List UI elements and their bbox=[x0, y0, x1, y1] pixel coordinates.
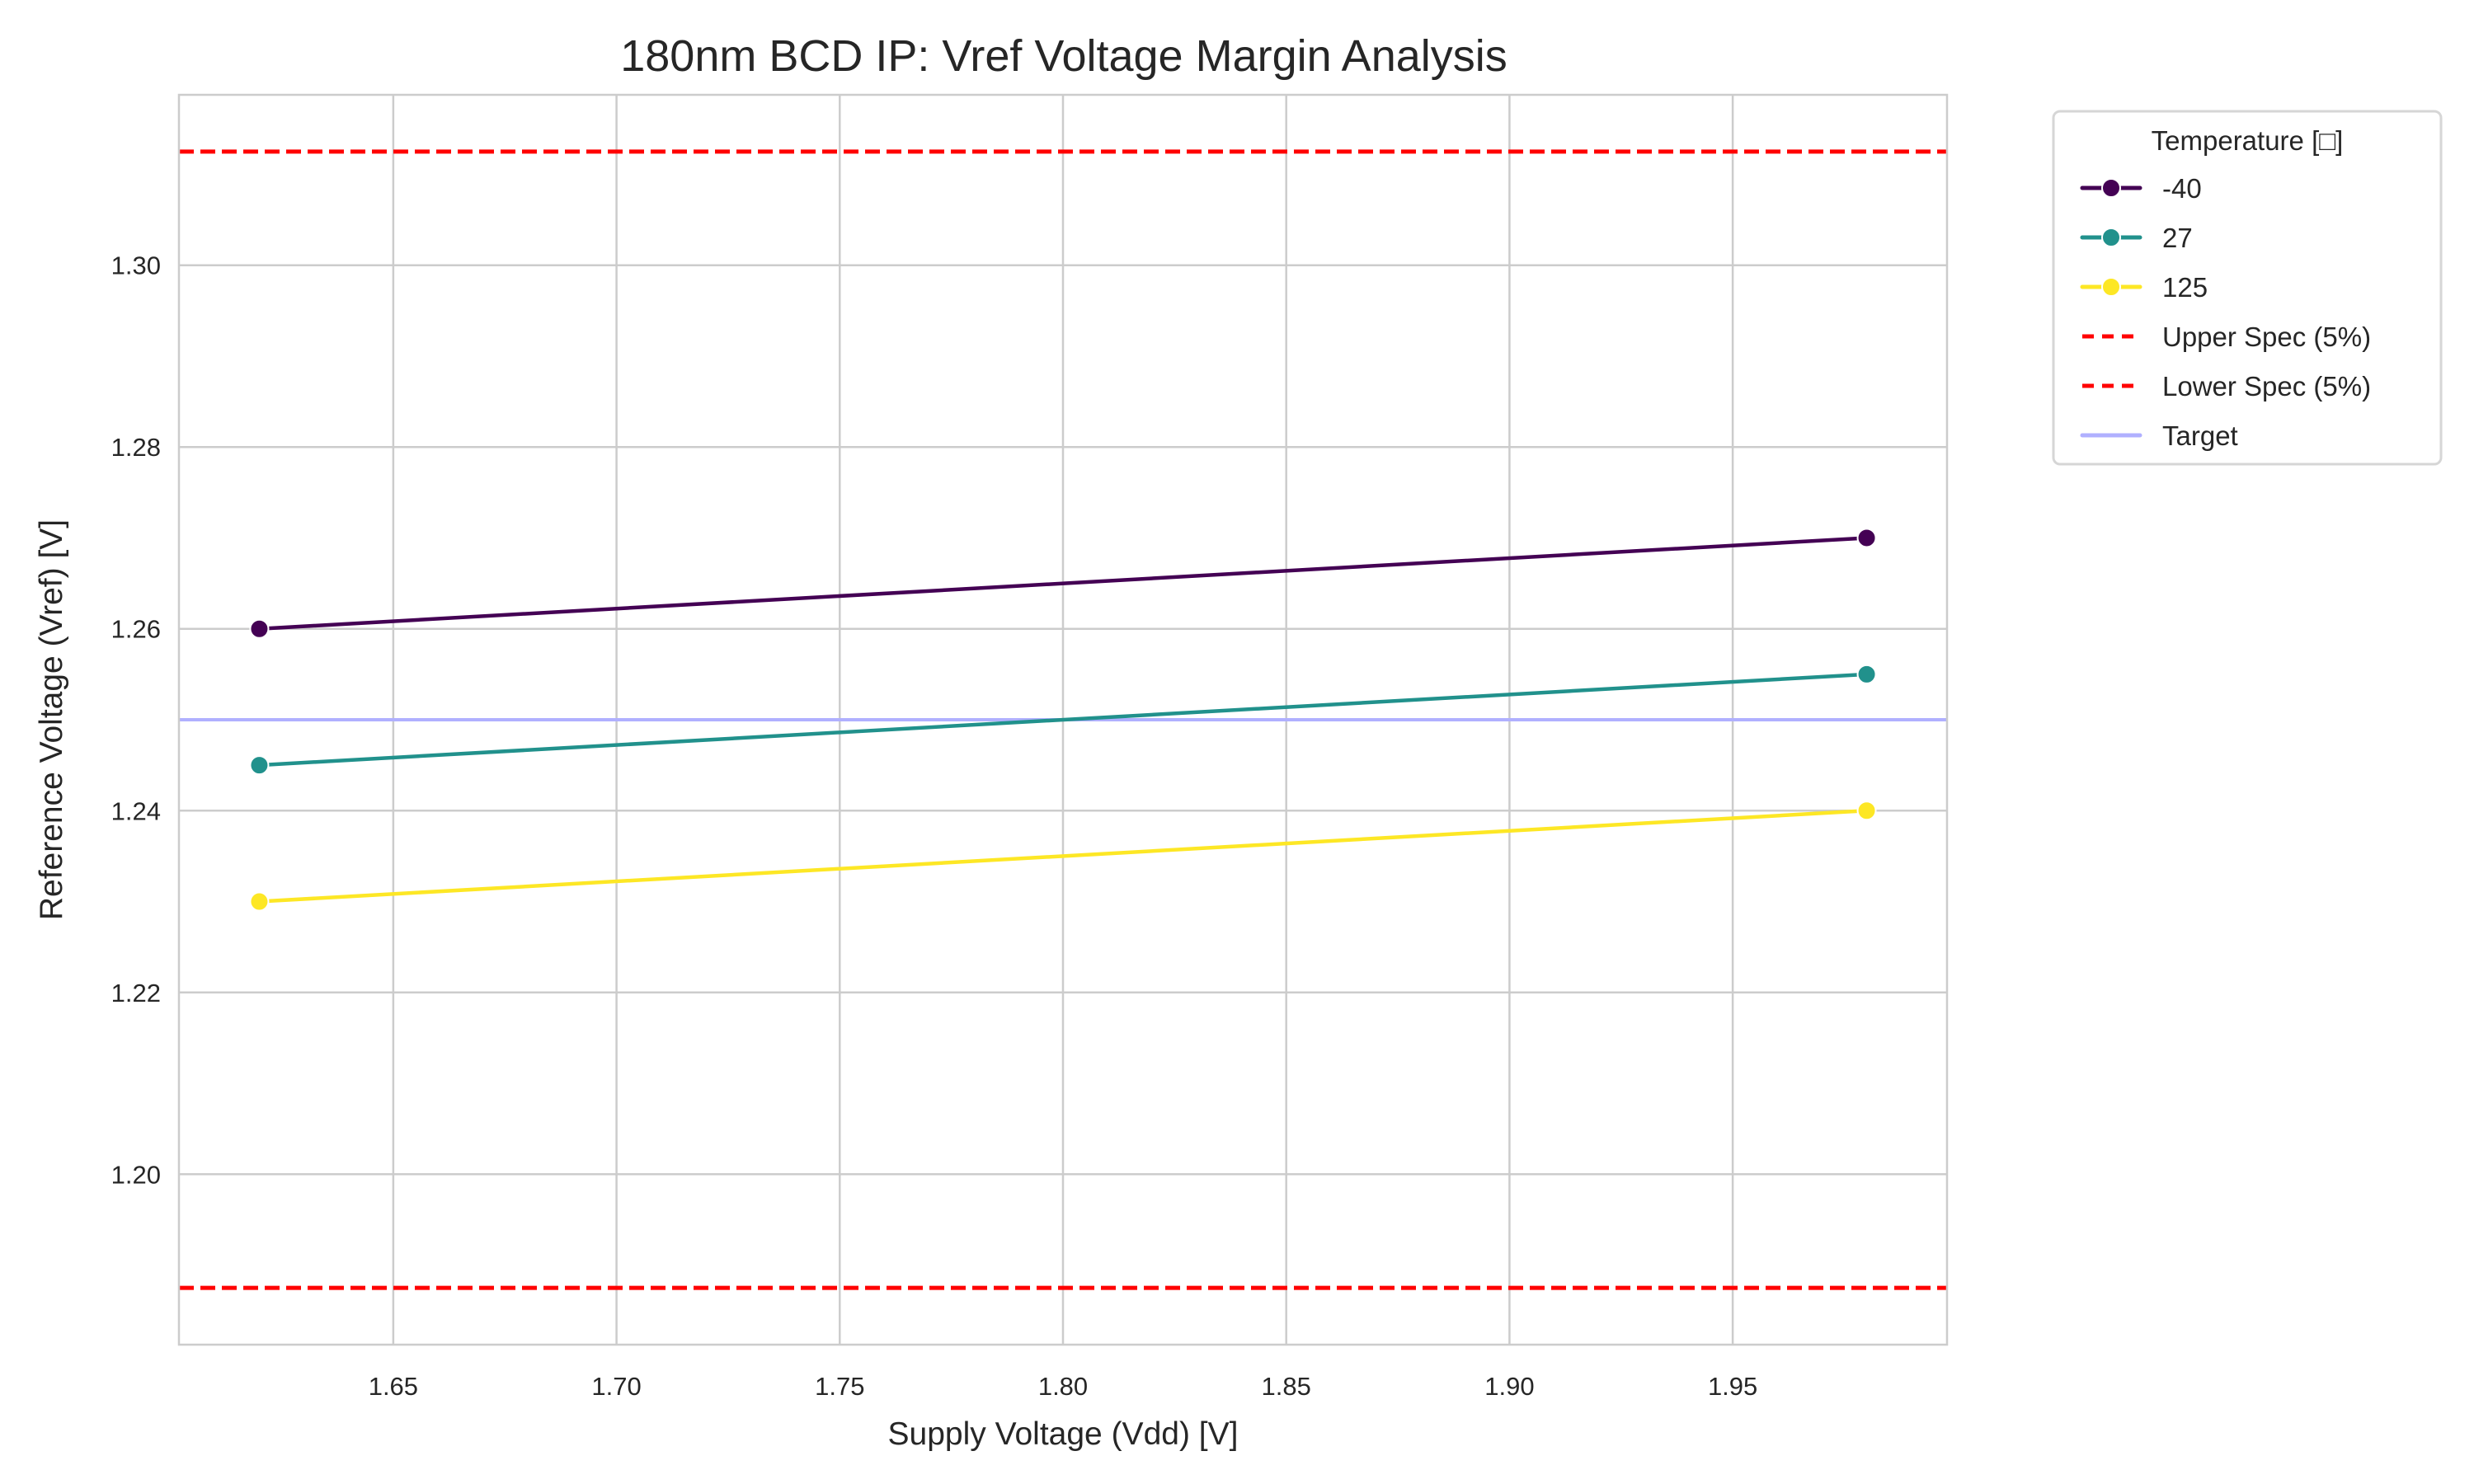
chart-title: 180nm BCD IP: Vref Voltage Margin Analys… bbox=[620, 31, 1507, 81]
legend-marker bbox=[2101, 228, 2121, 247]
x-tick-label: 1.80 bbox=[1038, 1372, 1088, 1401]
legend: Temperature [□] -40 27 125 Upper Spec (5%) L… bbox=[2052, 110, 2443, 466]
legend-frame bbox=[2052, 110, 2443, 466]
y-tick-label: 1.28 bbox=[111, 433, 161, 462]
legend-label: Lower Spec (5%) bbox=[2162, 371, 2371, 402]
x-tick-label: 1.85 bbox=[1262, 1372, 1311, 1401]
legend-label: 125 bbox=[2162, 272, 2208, 303]
legend-item: Lower Spec (5%) bbox=[2082, 371, 2371, 402]
data-point-27 bbox=[249, 755, 270, 776]
legend-label: -40 bbox=[2162, 173, 2202, 204]
plot-frame bbox=[177, 93, 1949, 1346]
data-point-125 bbox=[1856, 801, 1877, 821]
x-axis-label: Supply Voltage (Vdd) [V] bbox=[888, 1416, 1239, 1452]
legend-item: -40 bbox=[2080, 173, 2202, 204]
y-tick-labels: 1.20 1.22 1.24 1.26 1.28 1.30 bbox=[111, 251, 161, 1190]
x-tick-label: 1.65 bbox=[369, 1372, 418, 1401]
y-tick-label: 1.26 bbox=[111, 615, 161, 644]
legend-label: 27 bbox=[2162, 223, 2193, 253]
y-tick-label: 1.30 bbox=[111, 251, 161, 280]
x-tick-label: 1.90 bbox=[1484, 1372, 1534, 1401]
y-axis-label: Reference Voltage (Vref) [V] bbox=[34, 519, 69, 920]
legend-label: Upper Spec (5%) bbox=[2162, 322, 2371, 352]
legend-item: Upper Spec (5%) bbox=[2082, 322, 2371, 352]
x-tick-label: 1.95 bbox=[1708, 1372, 1757, 1401]
legend-item: Target bbox=[2080, 420, 2238, 451]
data-point-125 bbox=[249, 891, 270, 912]
legend-marker bbox=[2101, 178, 2121, 198]
legend-marker bbox=[2101, 277, 2121, 297]
x-tick-label: 1.75 bbox=[815, 1372, 864, 1401]
legend-label: Target bbox=[2162, 420, 2238, 451]
series-line-27 bbox=[259, 672, 1867, 768]
data-point--40 bbox=[249, 618, 270, 639]
legend-title: Temperature [□] bbox=[2152, 125, 2344, 156]
series-line-125 bbox=[259, 809, 1867, 904]
series-group bbox=[249, 528, 1877, 912]
y-tick-label: 1.22 bbox=[111, 979, 161, 1007]
x-tick-labels: 1.65 1.70 1.75 1.80 1.85 1.90 1.95 bbox=[369, 1372, 1758, 1401]
legend-item: 27 bbox=[2080, 223, 2193, 253]
legend-item: 125 bbox=[2080, 272, 2208, 303]
data-point--40 bbox=[1856, 528, 1877, 548]
x-tick-label: 1.70 bbox=[591, 1372, 641, 1401]
y-tick-label: 1.24 bbox=[111, 796, 161, 825]
y-tick-label: 1.20 bbox=[111, 1160, 161, 1189]
series-line--40 bbox=[259, 536, 1867, 631]
data-point-27 bbox=[1856, 664, 1877, 684]
